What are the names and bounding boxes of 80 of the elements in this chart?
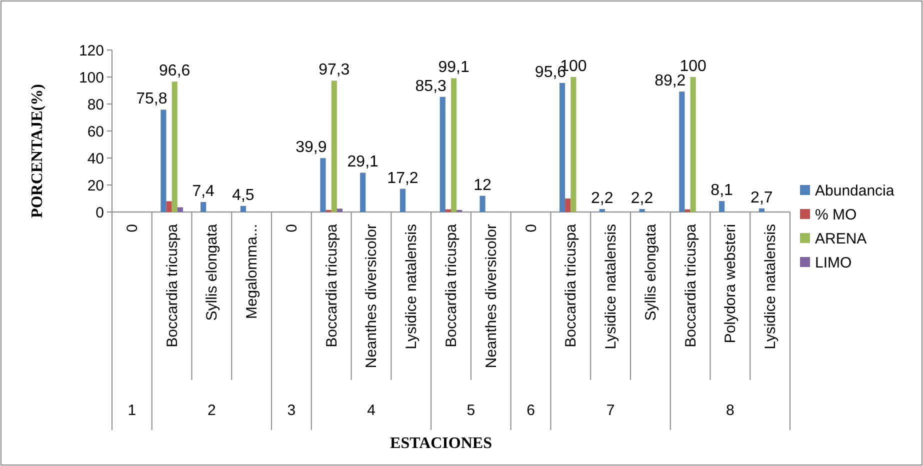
bar xyxy=(565,198,571,212)
x-tick-label: Boccardia tricuspa xyxy=(682,223,700,348)
bar xyxy=(690,77,696,212)
data-label: 2,7 xyxy=(750,189,773,206)
data-label: 29,1 xyxy=(347,154,379,171)
x-tick-label: Boccardia tricuspa xyxy=(323,223,340,348)
data-label: 7,4 xyxy=(192,183,215,200)
bar xyxy=(559,82,566,212)
bar xyxy=(480,196,486,212)
bar xyxy=(166,201,172,212)
y-tick-label: 60 xyxy=(87,123,104,140)
x-tick-label: Boccardia tricuspa xyxy=(443,223,460,348)
bar xyxy=(331,80,337,212)
x-tick-label: Lysidice natalensis xyxy=(762,224,780,350)
bar xyxy=(336,208,343,212)
bar xyxy=(445,209,451,212)
bar xyxy=(320,158,326,212)
bar xyxy=(177,207,183,212)
bar xyxy=(570,77,576,212)
x-tick-label: Boccardia tricuspa xyxy=(562,223,580,348)
data-label: 96,6 xyxy=(159,62,190,80)
bar xyxy=(758,208,764,212)
x-tick-label: 0 xyxy=(522,224,540,232)
text: 7 xyxy=(606,402,615,419)
bar xyxy=(440,96,446,212)
data-label: 39,9 xyxy=(296,139,327,156)
x-tick-label: Polydora websteri xyxy=(722,224,740,344)
y-tick-label: 120 xyxy=(78,42,104,60)
data-label: 75,8 xyxy=(136,90,168,108)
text: 6 xyxy=(526,402,535,419)
bar xyxy=(240,206,246,212)
x-tick-label: Neanthes diversicolor xyxy=(363,224,380,368)
bar xyxy=(200,202,206,212)
y-tick-label: 40 xyxy=(87,150,104,168)
x-tick-label: Syllis elongata xyxy=(642,223,660,321)
y-tick-label: 80 xyxy=(87,96,104,114)
text: 1 xyxy=(128,402,136,419)
data-label: 4,5 xyxy=(232,186,254,204)
data-label: 8,1 xyxy=(710,182,734,200)
data-label: 2,2 xyxy=(630,190,654,208)
y-axis-title: PORCENTAJE(%) xyxy=(29,84,46,218)
bar xyxy=(172,82,178,212)
y-tick-label: 20 xyxy=(87,177,104,194)
text: 3 xyxy=(287,402,296,419)
x-tick-label: Boccardia tricuspa xyxy=(164,223,181,348)
legend-label: % MO xyxy=(815,206,857,224)
x-tick-label: 0 xyxy=(283,224,300,232)
text: 5 xyxy=(466,402,476,419)
data-label: 85,3 xyxy=(415,78,447,95)
legend-label: ARENA xyxy=(815,230,867,248)
data-label: 100 xyxy=(680,58,707,75)
bar xyxy=(639,209,645,212)
data-label: 2,2 xyxy=(591,190,614,208)
data-label: 89,2 xyxy=(654,72,686,90)
bar xyxy=(360,172,366,212)
bar xyxy=(160,110,166,212)
y-tick-label: 100 xyxy=(78,69,104,86)
x-tick-label: Megalomma... xyxy=(244,224,261,320)
bar xyxy=(599,209,605,212)
x-tick-label: Lysidice natalensis xyxy=(602,224,620,350)
y-tick-label: 0 xyxy=(96,204,104,222)
bar xyxy=(684,209,690,212)
data-label: 12 xyxy=(474,176,492,194)
text: 2 xyxy=(208,402,216,419)
x-tick-label: Lysidice natalensis xyxy=(403,224,420,350)
text: 4 xyxy=(367,402,376,419)
bar xyxy=(679,92,685,212)
bar xyxy=(400,188,406,212)
legend-label: Abundancia xyxy=(815,182,895,200)
legend-label: LIMO xyxy=(815,254,852,272)
x-tick-label: Syllis elongata xyxy=(204,223,221,321)
x-tick-label: 0 xyxy=(124,224,141,232)
bar xyxy=(719,201,725,212)
x-tick-label: Neanthes diversicolor xyxy=(482,224,500,368)
x-axis-title: ESTACIONES xyxy=(390,435,492,452)
text: 8 xyxy=(726,402,734,419)
data-label: 99,1 xyxy=(438,59,470,76)
bar xyxy=(451,78,457,212)
data-label: 97,3 xyxy=(318,62,350,79)
data-label: 17,2 xyxy=(387,170,418,187)
